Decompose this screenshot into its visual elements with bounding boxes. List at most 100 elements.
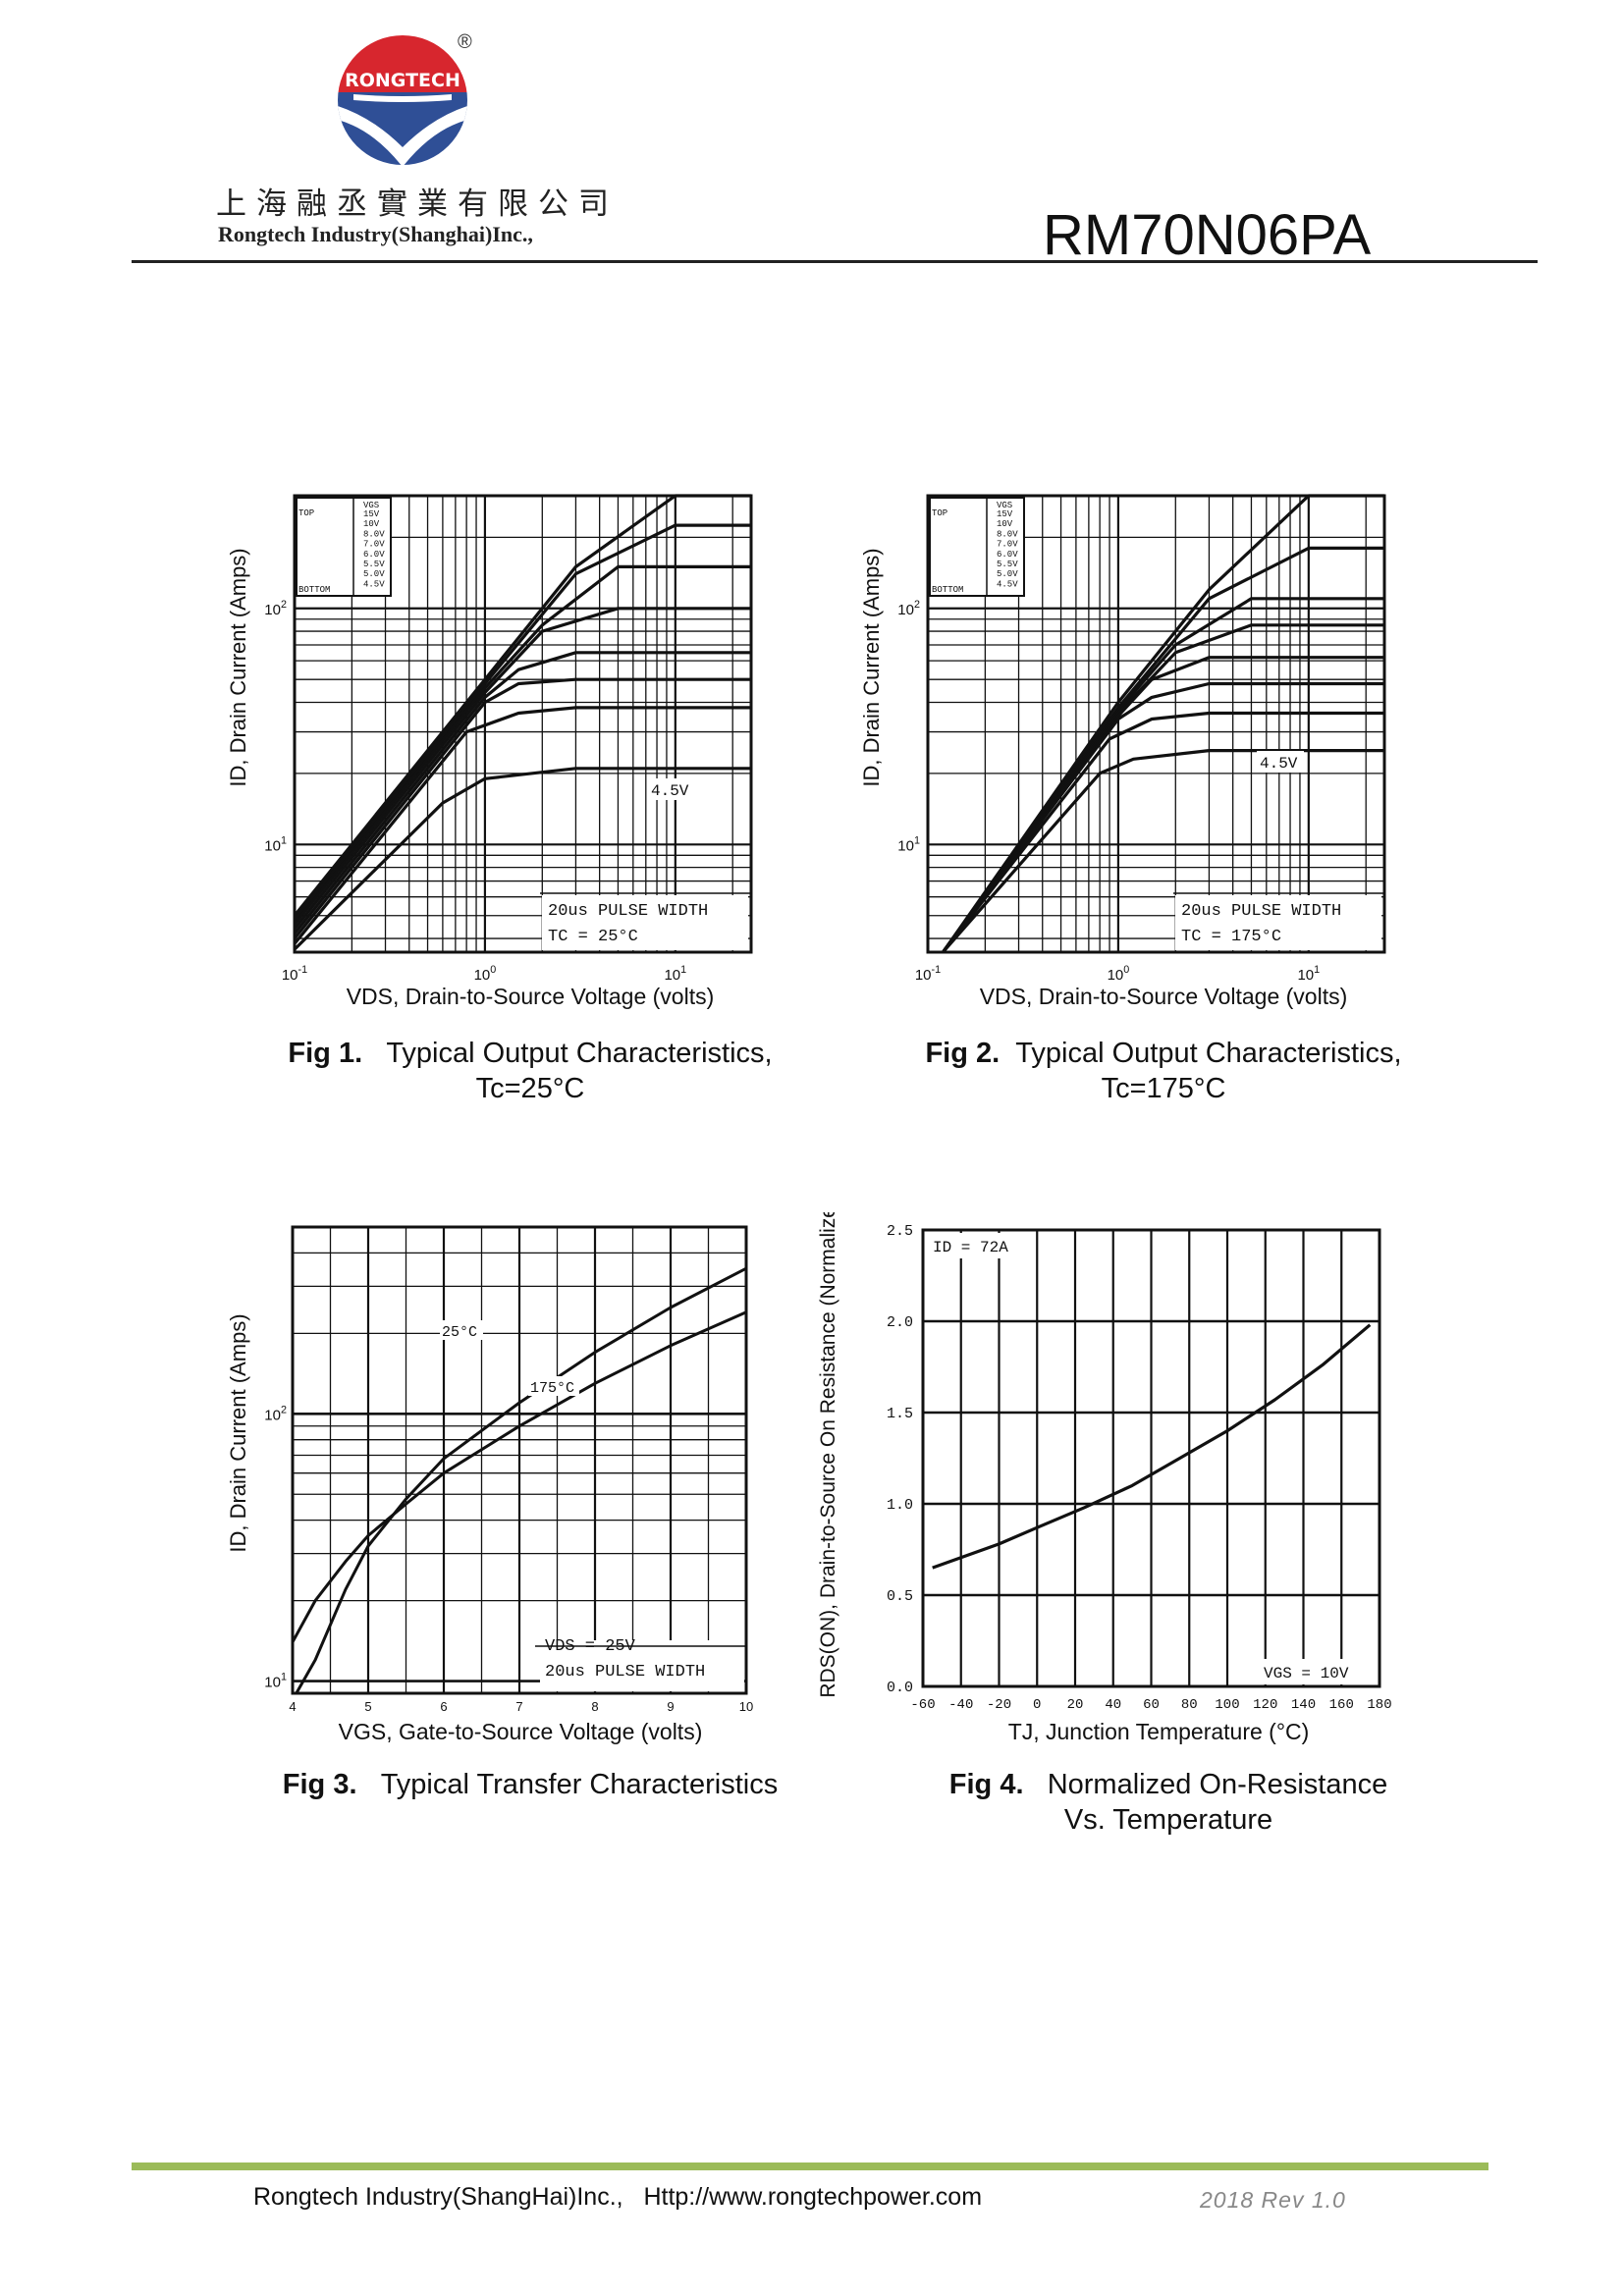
company-logo: RONGTECH (338, 35, 467, 165)
y-tick-label: 102 (897, 599, 920, 618)
fig2-title: Typical Output Characteristics, (1015, 1038, 1402, 1069)
x-tick-label: 80 (1181, 1697, 1198, 1713)
x-tick-label: 60 (1143, 1697, 1160, 1713)
fig1-y-ticks: 101 102 (264, 599, 287, 855)
x-tick-label: -40 (948, 1697, 973, 1713)
legend-entry: 6.0V (997, 550, 1018, 560)
header-rule (132, 260, 1538, 263)
fig2-legend-title: VGS (997, 501, 1012, 510)
company-name-cn: 上海融丞實業有限公司 (216, 187, 619, 222)
legend-bottom-label: BOTTOM (932, 585, 963, 595)
x-tick-label: 4 (289, 1699, 296, 1714)
fig2-frame (926, 494, 1386, 954)
company-name-en: Rongtech Industry(Shanghai)Inc., (218, 222, 533, 246)
y-tick-label: 2.0 (887, 1314, 913, 1331)
fig1-ylabel: ID, Drain Current (Amps) (226, 548, 250, 786)
fig4-xlabel: TJ, Junction Temperature (°C) (1008, 1719, 1310, 1744)
fig1-subtitle: Tc=25°C (475, 1073, 585, 1104)
legend-entry: 5.5V (997, 560, 1018, 569)
fig4-annotation-vgs: VGS = 10V (1264, 1665, 1349, 1682)
curve-vgs-10v (293, 523, 751, 922)
x-tick-label: 10-1 (282, 964, 307, 984)
y-tick-label: 102 (264, 1404, 287, 1423)
fig3-chart: ID, Drain Current (Amps) 4 5 6 7 8 9 10 101 102… (226, 1225, 753, 1744)
legend-entry: 10V (997, 519, 1013, 529)
fig1-annotation-pulse: 20us PULSE WIDTH (548, 902, 708, 921)
legend-bottom-label: BOTTOM (298, 585, 330, 595)
curve-vgs-5-0v (942, 711, 1384, 953)
fig2-ylabel: ID, Drain Current (Amps) (859, 548, 884, 786)
legend-entry: 8.0V (363, 529, 385, 539)
legend-entry: 7.0V (363, 540, 385, 550)
x-tick-label: -20 (987, 1697, 1011, 1713)
footer-rule (132, 2163, 1488, 2170)
fig3-annotation-vds: VDS = 25V (545, 1637, 636, 1656)
x-tick-label: 10 (739, 1699, 753, 1714)
fig3-label-175c: 175°C (530, 1380, 574, 1397)
curve-vgs-5-0v (293, 706, 751, 945)
x-tick-label: 101 (664, 964, 686, 984)
x-tick-label: 5 (364, 1699, 371, 1714)
fig3-ylabel: ID, Drain Current (Amps) (226, 1313, 250, 1552)
x-tick-label: 7 (515, 1699, 522, 1714)
y-tick-label: 101 (264, 1672, 287, 1691)
legend-entry: 15V (997, 509, 1013, 519)
fig1-chart: ID, Drain Current (Amps) 10-1 100 101 1011… (226, 494, 753, 1009)
x-tick-label: 10-1 (915, 964, 941, 984)
y-tick-label: 2.5 (887, 1223, 913, 1240)
legend-entry: 10V (363, 519, 380, 529)
footer-company: Rongtech Industry(ShangHai)Inc., (253, 2183, 623, 2211)
fig1-number: Fig 1. (288, 1038, 363, 1069)
footer-url[interactable]: Http://www.rongtechpower.com (643, 2183, 983, 2211)
legend-entry: 15V (363, 509, 380, 519)
curve-25c (295, 1266, 747, 1694)
fig2-annotation-pulse: 20us PULSE WIDTH (1181, 902, 1341, 921)
fig4-chart: RDS(ON), Drain-to-Source On Resistance (… (817, 1212, 1392, 1744)
fig4-title: Normalized On-Resistance (1047, 1769, 1388, 1800)
fig1-x-ticks: 10-1 100 101 (282, 964, 686, 984)
x-tick-label: 8 (591, 1699, 598, 1714)
footer-text: Rongtech Industry(ShangHai)Inc., Http://… (253, 2183, 982, 2212)
fig1-caption: Fig 1. Typical Output Characteristics, T… (265, 1036, 795, 1106)
fig2-y-ticks: 101 102 (897, 599, 920, 855)
curve-vgs-8-0v (293, 564, 751, 926)
fig4-number: Fig 4. (948, 1769, 1024, 1800)
fig3-label-25c: 25°C (442, 1324, 477, 1341)
y-tick-label: 0.0 (887, 1680, 913, 1696)
y-tick-label: 1.5 (887, 1406, 913, 1422)
x-tick-label: 40 (1105, 1697, 1121, 1713)
y-tick-label: 0.5 (887, 1588, 913, 1605)
fig3-caption: Fig 3. Typical Transfer Characteristics (265, 1767, 795, 1802)
x-tick-label: 20 (1067, 1697, 1084, 1713)
fig4-y-ticks: 0.0 0.5 1.0 1.5 2.0 2.5 (887, 1223, 913, 1696)
x-tick-label: 9 (667, 1699, 674, 1714)
legend-entry: 5.0V (363, 569, 385, 579)
fig3-xlabel: VGS, Gate-to-Source Voltage (volts) (339, 1719, 703, 1744)
fig4-ylabel: RDS(ON), Drain-to-Source On Resistance (… (817, 1212, 839, 1698)
curve-vgs-5-5v (942, 681, 1384, 953)
legend-entry: 4.5V (363, 579, 385, 589)
x-tick-label: 101 (1297, 964, 1320, 984)
fig2-caption: Fig 2. Typical Output Characteristics, T… (898, 1036, 1429, 1106)
fig2-curve-label: 4.5V (1260, 755, 1298, 773)
fig3-number: Fig 3. (282, 1769, 357, 1800)
x-tick-label: 120 (1253, 1697, 1277, 1713)
curve-vgs-5-5v (293, 677, 751, 940)
fig1-legend-box (296, 497, 392, 597)
x-tick-label: 140 (1291, 1697, 1316, 1713)
x-tick-label: 0 (1033, 1697, 1041, 1713)
legend-entry: 7.0V (997, 540, 1018, 550)
legend-top-label: TOP (298, 508, 314, 518)
fig4-x-ticks: -60 -40 -20 0 20 40 60 80 100 120 140 160 180 (910, 1697, 1391, 1713)
fig3-x-ticks: 4 5 6 7 8 9 10 (289, 1699, 753, 1714)
fig2-annotation-tc: TC = 175°C (1181, 928, 1281, 946)
fig1-xlabel: VDS, Drain-to-Source Voltage (volts) (347, 984, 715, 1009)
fig4-frame (921, 1228, 1381, 1688)
fig3-curves (291, 1266, 747, 1694)
x-tick-label: 6 (440, 1699, 447, 1714)
fig2-subtitle: Tc=175°C (1101, 1073, 1226, 1104)
legend-entry: 5.5V (363, 560, 385, 569)
x-tick-label: 180 (1367, 1697, 1391, 1713)
